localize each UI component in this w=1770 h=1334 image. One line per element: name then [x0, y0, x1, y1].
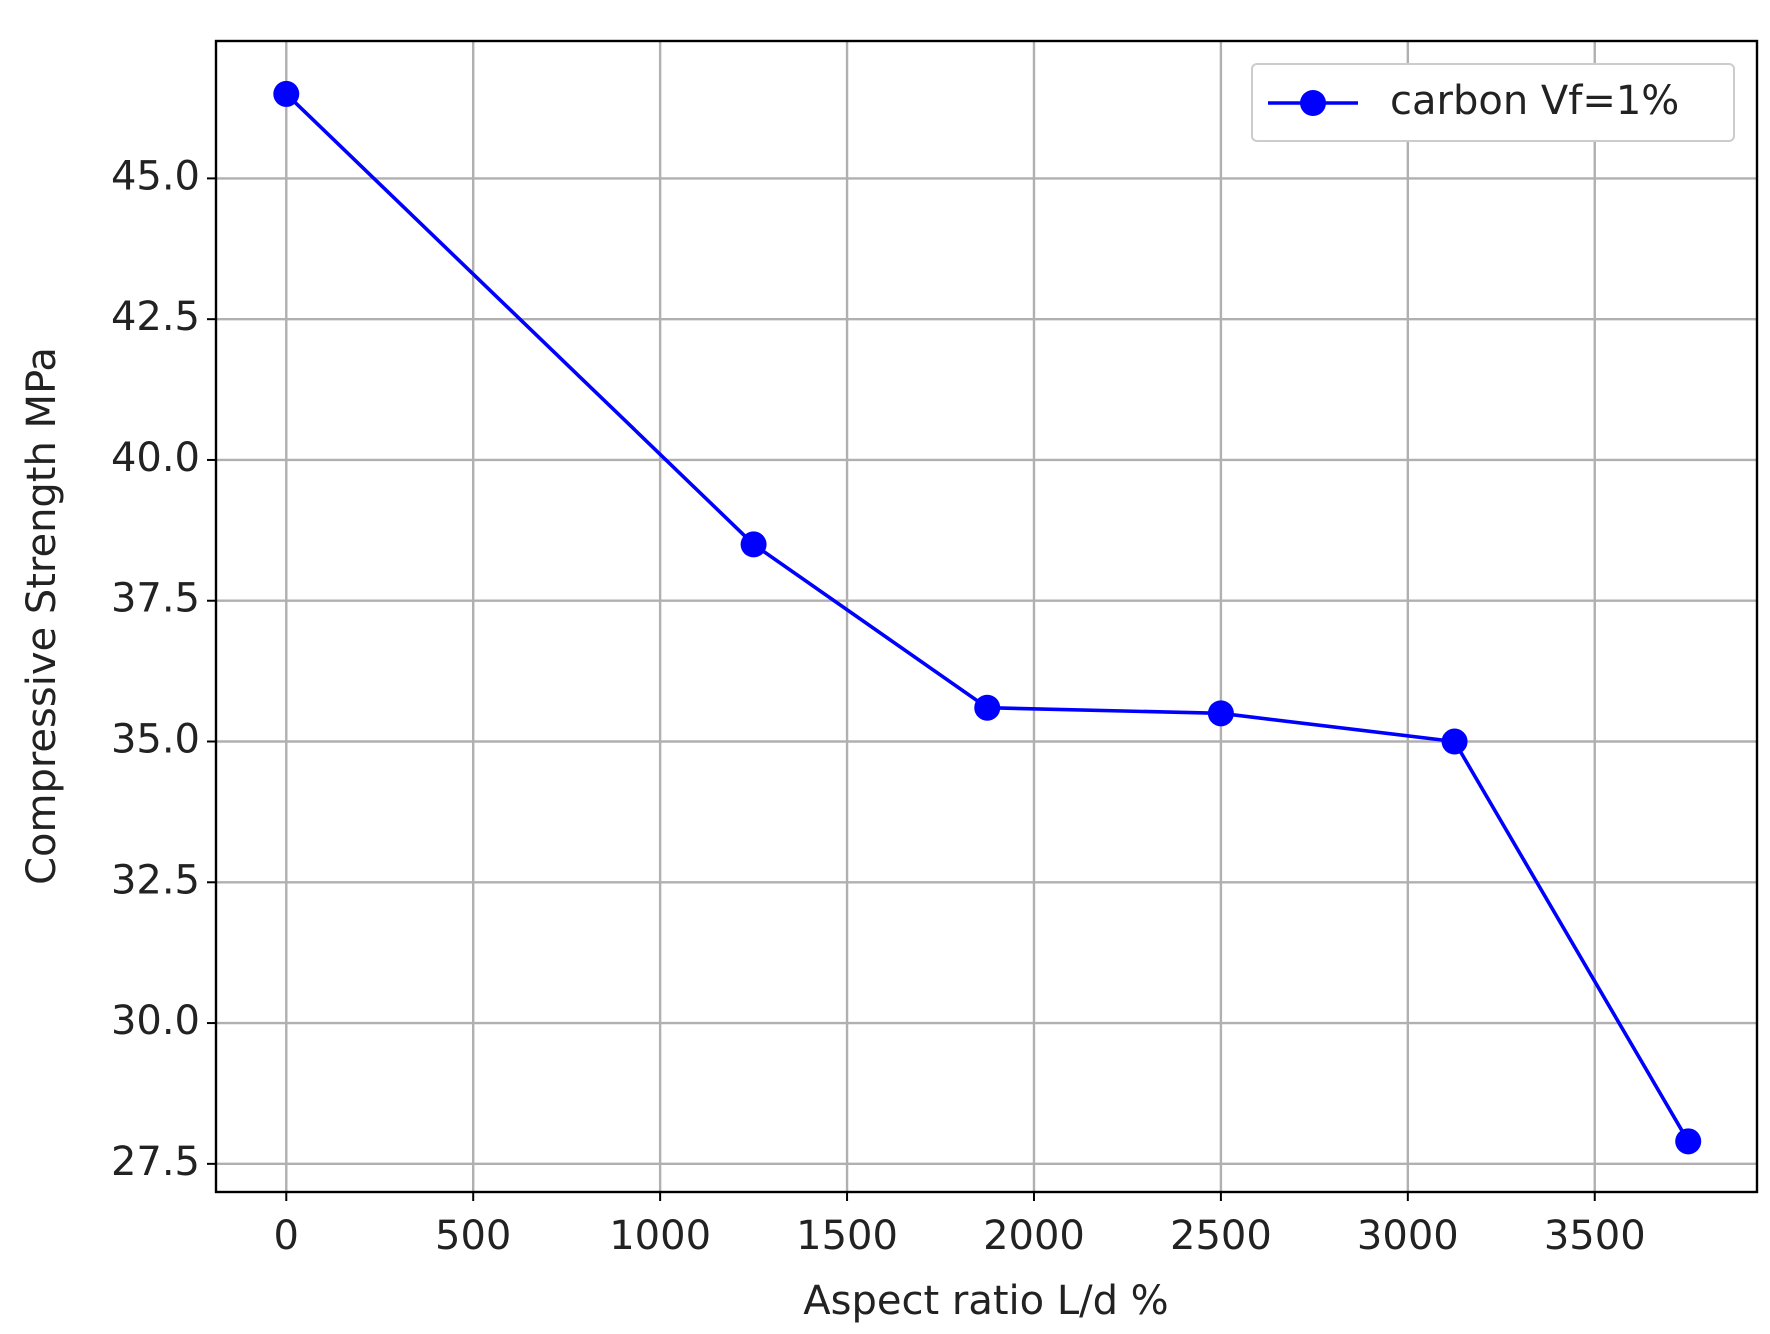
legend-marker [1300, 90, 1326, 116]
y-axis-label: Compressive Strength MPa [19, 347, 65, 885]
y-tick-label: 30.0 [111, 998, 200, 1044]
x-tick-label: 1500 [796, 1213, 898, 1259]
legend-box [1251, 63, 1735, 142]
x-tick-label: 2500 [1170, 1213, 1272, 1259]
x-axis-label: Aspect ratio L/d % [803, 1278, 1168, 1324]
x-tick-label: 2000 [983, 1213, 1085, 1259]
data-point [1675, 1128, 1702, 1155]
x-tick-label: 0 [274, 1213, 299, 1259]
x-tick-label: 3000 [1357, 1213, 1459, 1259]
plot-frame [214, 39, 1759, 1194]
data-point [740, 531, 767, 558]
y-tick-label: 27.5 [111, 1139, 200, 1185]
y-tick-label: 35.0 [111, 717, 200, 763]
data-point [1207, 700, 1234, 727]
data-line [285, 92, 1690, 1143]
y-tick-label: 32.5 [111, 857, 200, 903]
x-tick-label: 1000 [609, 1213, 711, 1259]
data-point [273, 80, 300, 107]
legend-label: carbon Vf=1% [1390, 78, 1679, 124]
data-point [1441, 728, 1468, 755]
y-tick-label: 42.5 [111, 294, 200, 340]
y-tick-label: 45.0 [111, 153, 200, 199]
y-tick-label: 37.5 [111, 576, 200, 622]
data-point [974, 694, 1001, 721]
x-tick-label: 3500 [1544, 1213, 1646, 1259]
x-tick-label: 500 [435, 1213, 511, 1259]
y-tick-label: 40.0 [111, 435, 200, 481]
